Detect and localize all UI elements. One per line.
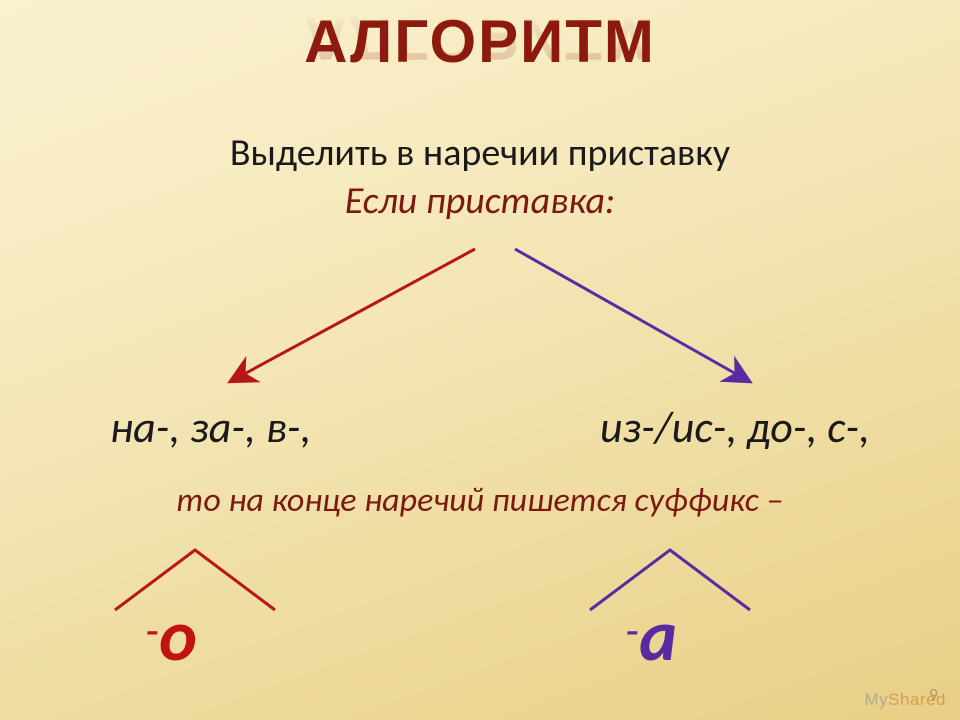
instruction-line-2: Если приставка: (0, 178, 960, 224)
watermark-shared: Shared (888, 690, 946, 709)
suffix-left-hyphen: - (145, 603, 159, 659)
suffix-right: -а (625, 600, 677, 672)
body-block: Выделить в наречии приставку Если приста… (0, 130, 960, 394)
branch-arrows (0, 224, 960, 394)
suffix-right-letter: а (639, 592, 677, 680)
prefix-group-right: из-/ис-, до-, с-, (600, 400, 870, 454)
instruction-line-1: Выделить в наречии приставку (0, 130, 960, 176)
watermark-my: My (865, 690, 889, 709)
suffix-left: -о (145, 600, 197, 672)
title-block: АЛГОРИТМ АЛГОРИТМ (0, 0, 960, 128)
prefixes-row: на-, за-, в-, из-/ис-, до-, с-, (0, 400, 960, 454)
arrow-right (515, 249, 745, 379)
arrows-svg (0, 234, 960, 394)
suffix-marks-svg (0, 540, 960, 620)
prefix-group-left: на-, за-, в-, (110, 400, 311, 454)
slide: АЛГОРИТМ АЛГОРИТМ Выделить в наречии при… (0, 0, 960, 720)
arrow-left (235, 249, 475, 379)
watermark: MyShared (865, 690, 947, 710)
conclusion-line: то на конце наречий пишется суффикс – (0, 480, 960, 521)
suffix-row: -о -а (0, 540, 960, 690)
title-text: АЛГОРИТМ (304, 12, 656, 72)
suffix-right-hyphen: - (625, 603, 639, 659)
suffix-left-letter: о (159, 592, 197, 680)
